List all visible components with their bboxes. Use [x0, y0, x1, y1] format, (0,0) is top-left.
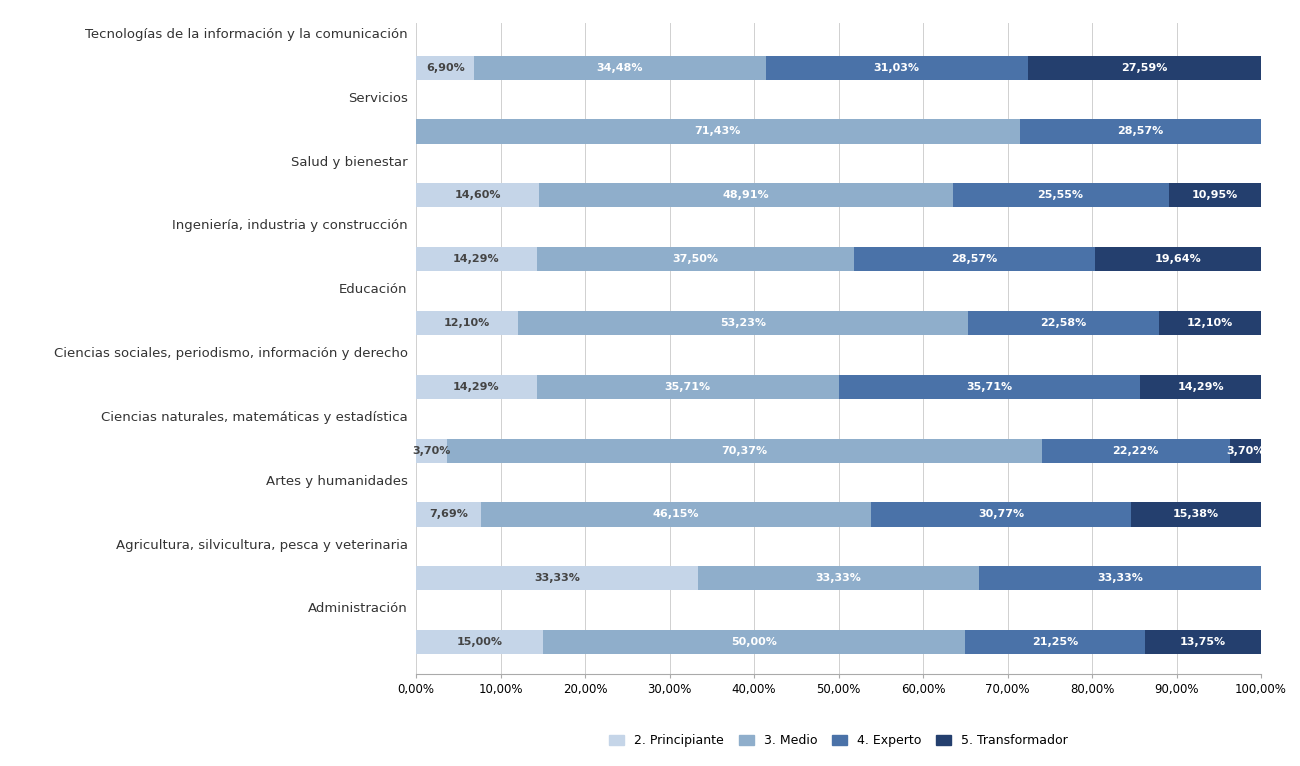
Text: 13,75%: 13,75% [1180, 637, 1226, 647]
Text: 28,57%: 28,57% [1117, 126, 1164, 136]
Bar [447, 438, 1041, 463]
Bar [838, 375, 1140, 399]
Text: 25,55%: 25,55% [1037, 190, 1084, 201]
Bar [1145, 630, 1261, 654]
Bar [416, 630, 543, 654]
Text: 35,71%: 35,71% [966, 381, 1013, 392]
Bar [540, 183, 953, 208]
Bar [1158, 311, 1261, 336]
Text: 19,64%: 19,64% [1154, 254, 1201, 264]
Text: 7,69%: 7,69% [429, 509, 468, 519]
Text: Educación: Educación [339, 283, 408, 296]
Bar [1230, 438, 1261, 463]
Bar [519, 311, 968, 336]
Text: 21,25%: 21,25% [1032, 637, 1078, 647]
Bar [416, 247, 537, 271]
Text: 14,29%: 14,29% [454, 254, 499, 264]
Text: 30,77%: 30,77% [978, 509, 1024, 519]
Text: 48,91%: 48,91% [723, 190, 770, 201]
Bar [1131, 502, 1261, 527]
Bar [854, 247, 1095, 271]
Text: 10,95%: 10,95% [1192, 190, 1238, 201]
Text: 37,50%: 37,50% [672, 254, 718, 264]
Text: 28,57%: 28,57% [952, 254, 997, 264]
Bar [416, 311, 519, 336]
Text: 15,38%: 15,38% [1173, 509, 1219, 519]
Bar [416, 566, 698, 591]
Bar [416, 375, 537, 399]
Text: 33,33%: 33,33% [534, 573, 580, 584]
Bar [698, 566, 979, 591]
Text: 53,23%: 53,23% [720, 318, 766, 328]
Text: 14,60%: 14,60% [455, 190, 500, 201]
Bar [537, 247, 854, 271]
Bar [1169, 183, 1261, 208]
Text: 12,10%: 12,10% [1187, 318, 1234, 328]
Bar [416, 438, 447, 463]
Bar [416, 183, 540, 208]
Text: 34,48%: 34,48% [597, 63, 644, 73]
Text: 35,71%: 35,71% [664, 381, 711, 392]
Bar [968, 311, 1158, 336]
Text: 14,29%: 14,29% [454, 381, 499, 392]
Bar [1028, 55, 1261, 80]
Text: 71,43%: 71,43% [694, 126, 741, 136]
Text: Administración: Administración [308, 602, 408, 615]
Bar [1041, 438, 1230, 463]
Bar [953, 183, 1169, 208]
Bar [1095, 247, 1261, 271]
Bar [965, 630, 1145, 654]
Text: 3,70%: 3,70% [412, 446, 451, 456]
Bar [766, 55, 1028, 80]
Text: Servicios: Servicios [347, 92, 408, 105]
Text: 14,29%: 14,29% [1178, 381, 1223, 392]
Text: 27,59%: 27,59% [1121, 63, 1167, 73]
Bar [1140, 375, 1261, 399]
Text: 22,58%: 22,58% [1040, 318, 1087, 328]
Bar [416, 502, 481, 527]
Bar [979, 566, 1261, 591]
Bar [474, 55, 766, 80]
Text: 15,00%: 15,00% [456, 637, 502, 647]
Text: 33,33%: 33,33% [1097, 573, 1143, 584]
Text: Ciencias naturales, matemáticas y estadística: Ciencias naturales, matemáticas y estadí… [101, 411, 408, 424]
Bar [871, 502, 1131, 527]
Text: Agricultura, silvicultura, pesca y veterinaria: Agricultura, silvicultura, pesca y veter… [116, 538, 408, 552]
Text: 22,22%: 22,22% [1113, 446, 1160, 456]
Bar [543, 630, 965, 654]
Text: Ciencias sociales, periodismo, información y derecho: Ciencias sociales, periodismo, informaci… [53, 347, 408, 360]
Text: 50,00%: 50,00% [731, 637, 777, 647]
Text: 46,15%: 46,15% [653, 509, 699, 519]
Text: 6,90%: 6,90% [426, 63, 464, 73]
Bar [481, 502, 871, 527]
Bar [1019, 119, 1261, 144]
Bar [537, 375, 838, 399]
Text: 70,37%: 70,37% [722, 446, 767, 456]
Bar [416, 55, 474, 80]
Text: 3,70%: 3,70% [1226, 446, 1265, 456]
Text: Artes y humanidades: Artes y humanidades [265, 475, 408, 488]
Bar [416, 119, 1019, 144]
Text: Tecnologías de la información y la comunicación: Tecnologías de la información y la comun… [84, 28, 408, 41]
Text: Ingeniería, industria y construcción: Ingeniería, industria y construcción [172, 219, 408, 232]
Text: Salud y bienestar: Salud y bienestar [291, 155, 408, 169]
Legend: 2. Principiante, 3. Medio, 4. Experto, 5. Transformador: 2. Principiante, 3. Medio, 4. Experto, 5… [603, 729, 1074, 752]
Text: 12,10%: 12,10% [445, 318, 490, 328]
Text: 33,33%: 33,33% [815, 573, 862, 584]
Text: 31,03%: 31,03% [874, 63, 920, 73]
